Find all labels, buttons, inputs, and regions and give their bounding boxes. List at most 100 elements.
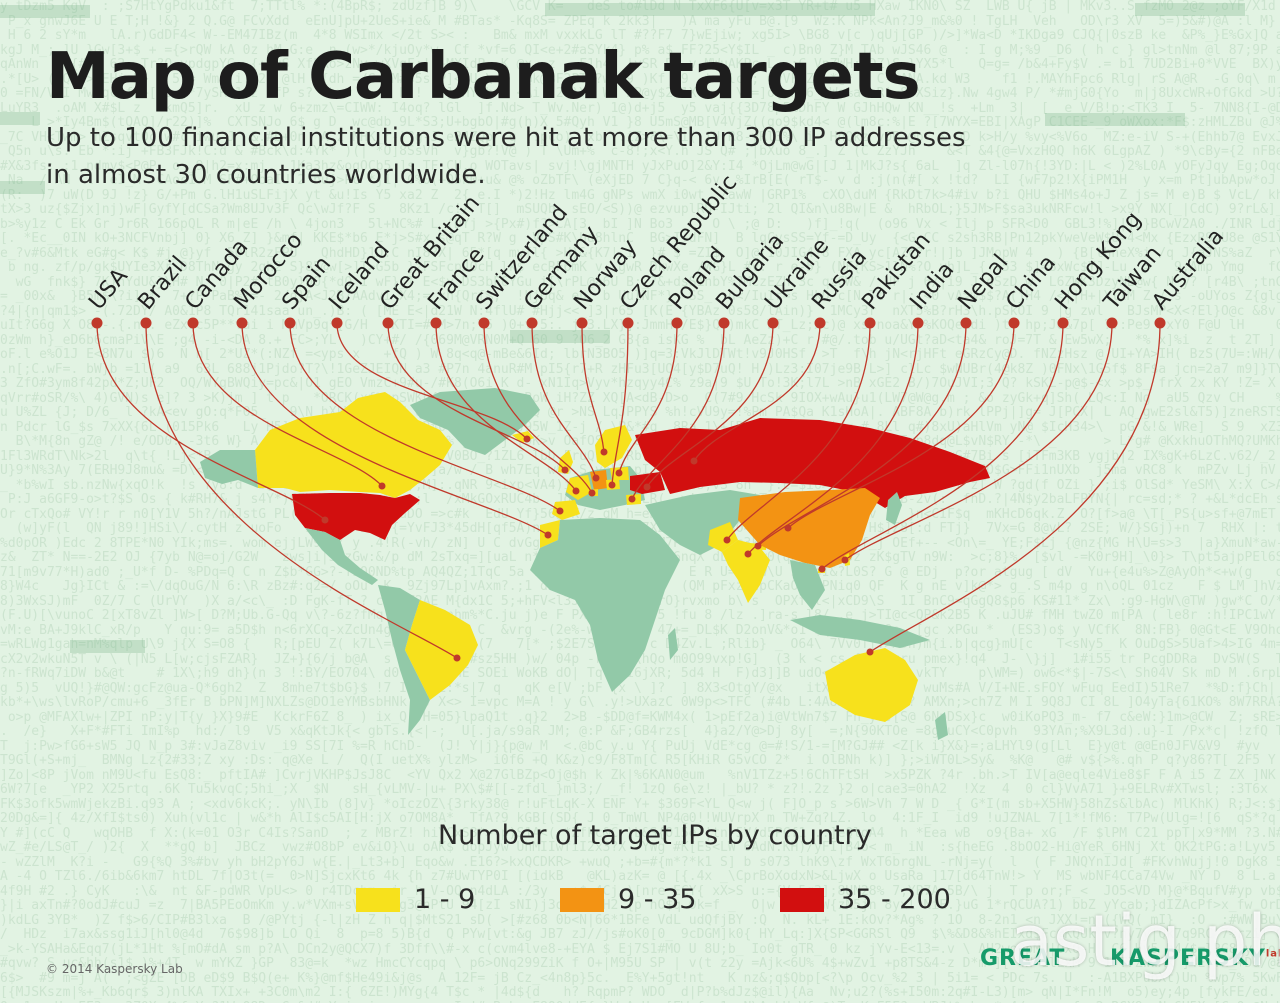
label-dot: [331, 317, 343, 329]
bg-strip: [510, 330, 610, 343]
country-marker: [572, 487, 580, 495]
legend-label: 1 - 9: [414, 884, 476, 915]
label-dot: [140, 317, 152, 329]
label-dot: [622, 317, 634, 329]
land-australia: [825, 648, 918, 722]
legend-swatch: [356, 887, 400, 912]
legend-item-9-35: 9 - 35: [560, 884, 696, 915]
bg-strip: [1045, 113, 1185, 126]
leader-line: [435, 322, 577, 492]
country-marker: [866, 648, 874, 656]
leader-line: [581, 322, 605, 453]
leader-line: [483, 322, 593, 494]
label-dot: [1008, 317, 1020, 329]
brand-lab: lab: [1265, 948, 1280, 960]
legend-item-1-9: 1 - 9: [356, 884, 475, 915]
land-middle-east: [645, 490, 760, 555]
subtitle-line-1: Up to 100 financial institutions were hi…: [46, 123, 966, 153]
land-india: [722, 540, 770, 603]
bg-strip: [0, 112, 40, 125]
label-dot: [1106, 317, 1118, 329]
page-title: Map of Carbanak targets: [46, 40, 921, 114]
land-southeast-asia: [790, 560, 825, 610]
bg-strip: [70, 640, 145, 653]
legend-label: 35 - 200: [838, 884, 951, 915]
leader-line: [869, 322, 1161, 653]
leader-line: [726, 322, 871, 541]
land-canada: [255, 392, 452, 498]
leader-line: [145, 322, 458, 659]
land-africa: [530, 518, 680, 692]
land-mexico: [305, 528, 378, 585]
bg-strip: [1135, 3, 1245, 16]
legend-swatch: [560, 887, 604, 912]
leader-line: [531, 322, 597, 479]
land-france: [566, 475, 592, 500]
leader-line: [241, 322, 549, 536]
leader-line: [336, 322, 528, 440]
country-label: USA: [84, 264, 132, 315]
land-china: [738, 488, 880, 568]
label-dot: [767, 317, 779, 329]
leader-line: [844, 322, 1113, 561]
land-great-britain: [558, 450, 573, 474]
label-dot: [478, 317, 490, 329]
subtitle: Up to 100 financial institutions were hi…: [46, 120, 1026, 194]
leader-line: [96, 322, 326, 521]
land-indonesia: [790, 615, 930, 648]
brand-great: GREAT: [980, 946, 1066, 971]
country-label: Australia: [1147, 224, 1229, 315]
country-markers: [91, 317, 1166, 662]
label-dot: [187, 317, 199, 329]
leader-line: [289, 322, 561, 512]
leader-line: [192, 322, 383, 487]
legend-item-35-200: 35 - 200: [780, 884, 951, 915]
land-spain: [552, 500, 580, 520]
country-marker: [588, 489, 596, 497]
country-marker: [321, 516, 329, 524]
country-marker: [523, 435, 531, 443]
country-marker: [784, 524, 792, 532]
leader-line: [787, 322, 1015, 529]
leader-line: [757, 322, 967, 547]
bg-strip: [0, 181, 45, 194]
country-marker: [378, 482, 386, 490]
leader-line: [693, 322, 821, 462]
land-madagascar: [668, 628, 678, 660]
label-dot: [576, 317, 588, 329]
country-marker: [690, 457, 698, 465]
label-dot: [91, 317, 103, 329]
land-russia: [635, 418, 990, 508]
leader-line: [618, 322, 678, 474]
leader-line: [611, 322, 629, 486]
bg-strip: [545, 3, 875, 16]
legend-swatch: [780, 887, 824, 912]
country-marker: [841, 556, 849, 564]
label-dot: [912, 317, 924, 329]
country-marker: [643, 483, 651, 491]
label-dot: [236, 317, 248, 329]
label-dot: [526, 317, 538, 329]
label-dot: [1057, 317, 1069, 329]
landmasses: [200, 388, 990, 740]
land-pakistan: [708, 522, 738, 552]
country-label: Brazil: [133, 252, 192, 315]
subtitle-line-2: in almost 30 countries worldwide.: [46, 160, 486, 190]
copyright: © 2014 Kaspersky Lab: [46, 962, 183, 976]
leader-line: [646, 322, 774, 488]
land-japan: [886, 492, 902, 525]
legend-label: 9 - 35: [618, 884, 697, 915]
country-marker: [556, 507, 564, 515]
land-brazil: [405, 600, 478, 700]
label-dot: [382, 317, 394, 329]
brand-kaspersky: KASPERSKYlab: [1110, 946, 1280, 971]
bg-strip: [0, 5, 90, 18]
label-dot: [430, 317, 442, 329]
country-marker: [544, 531, 552, 539]
leader-line: [821, 322, 1064, 570]
label-dot: [864, 317, 876, 329]
watermark: astig.ph: [1010, 900, 1280, 982]
legend-title: Number of target IPs by country: [438, 820, 872, 851]
leader-line: [631, 322, 725, 500]
